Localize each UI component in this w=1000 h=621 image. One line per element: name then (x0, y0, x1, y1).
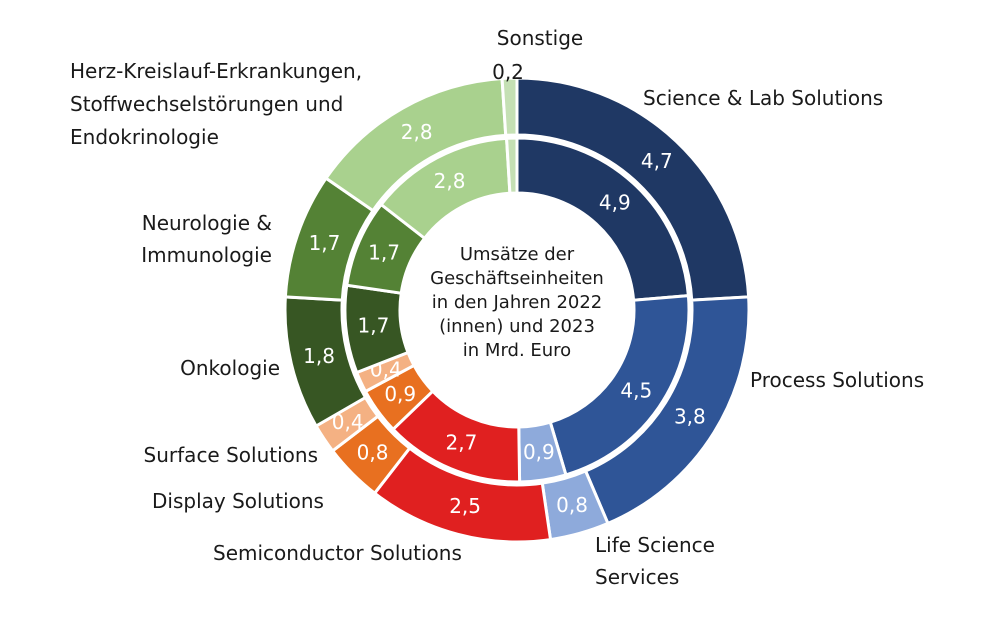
value-label: 2,5 (449, 493, 481, 517)
value-label: 4,7 (641, 149, 673, 173)
category-label: Semiconductor Solutions (213, 541, 462, 565)
value-label: 4,5 (620, 378, 652, 402)
category-label: Life Science Services (595, 533, 715, 589)
value-label: 1,8 (303, 344, 335, 368)
value-label: 0,9 (523, 439, 555, 463)
chart-title: Umsätze der Geschäftseinheiten in den Jahr… (430, 244, 604, 361)
value-label: 2,7 (446, 430, 478, 454)
value-label: 0,8 (556, 492, 588, 516)
value-label: 0,2 (492, 60, 524, 84)
value-label: 1,7 (368, 240, 400, 264)
category-label: Sonstige (497, 26, 583, 50)
value-label: 0,9 (384, 382, 416, 406)
category-label: Onkologie (180, 356, 280, 380)
value-label: 2,8 (401, 119, 433, 143)
donut-segment (504, 136, 519, 195)
value-label: 3,8 (674, 404, 706, 428)
value-label: 1,7 (358, 313, 390, 337)
category-label: Surface Solutions (144, 443, 318, 467)
value-label: 2,8 (434, 169, 466, 193)
value-label: 4,9 (599, 190, 631, 214)
value-label: 1,7 (309, 231, 341, 255)
category-label: Process Solutions (750, 368, 924, 392)
category-label: Neurologie & Immunologie (141, 211, 272, 267)
category-label: Science & Lab Solutions (643, 86, 883, 110)
donut-segment (500, 76, 519, 137)
value-label: 0,8 (357, 440, 389, 464)
category-label: Herz-Kreislauf-Erkrankungen, Stoffwechsel… (70, 59, 362, 149)
category-label: Display Solutions (152, 489, 324, 513)
